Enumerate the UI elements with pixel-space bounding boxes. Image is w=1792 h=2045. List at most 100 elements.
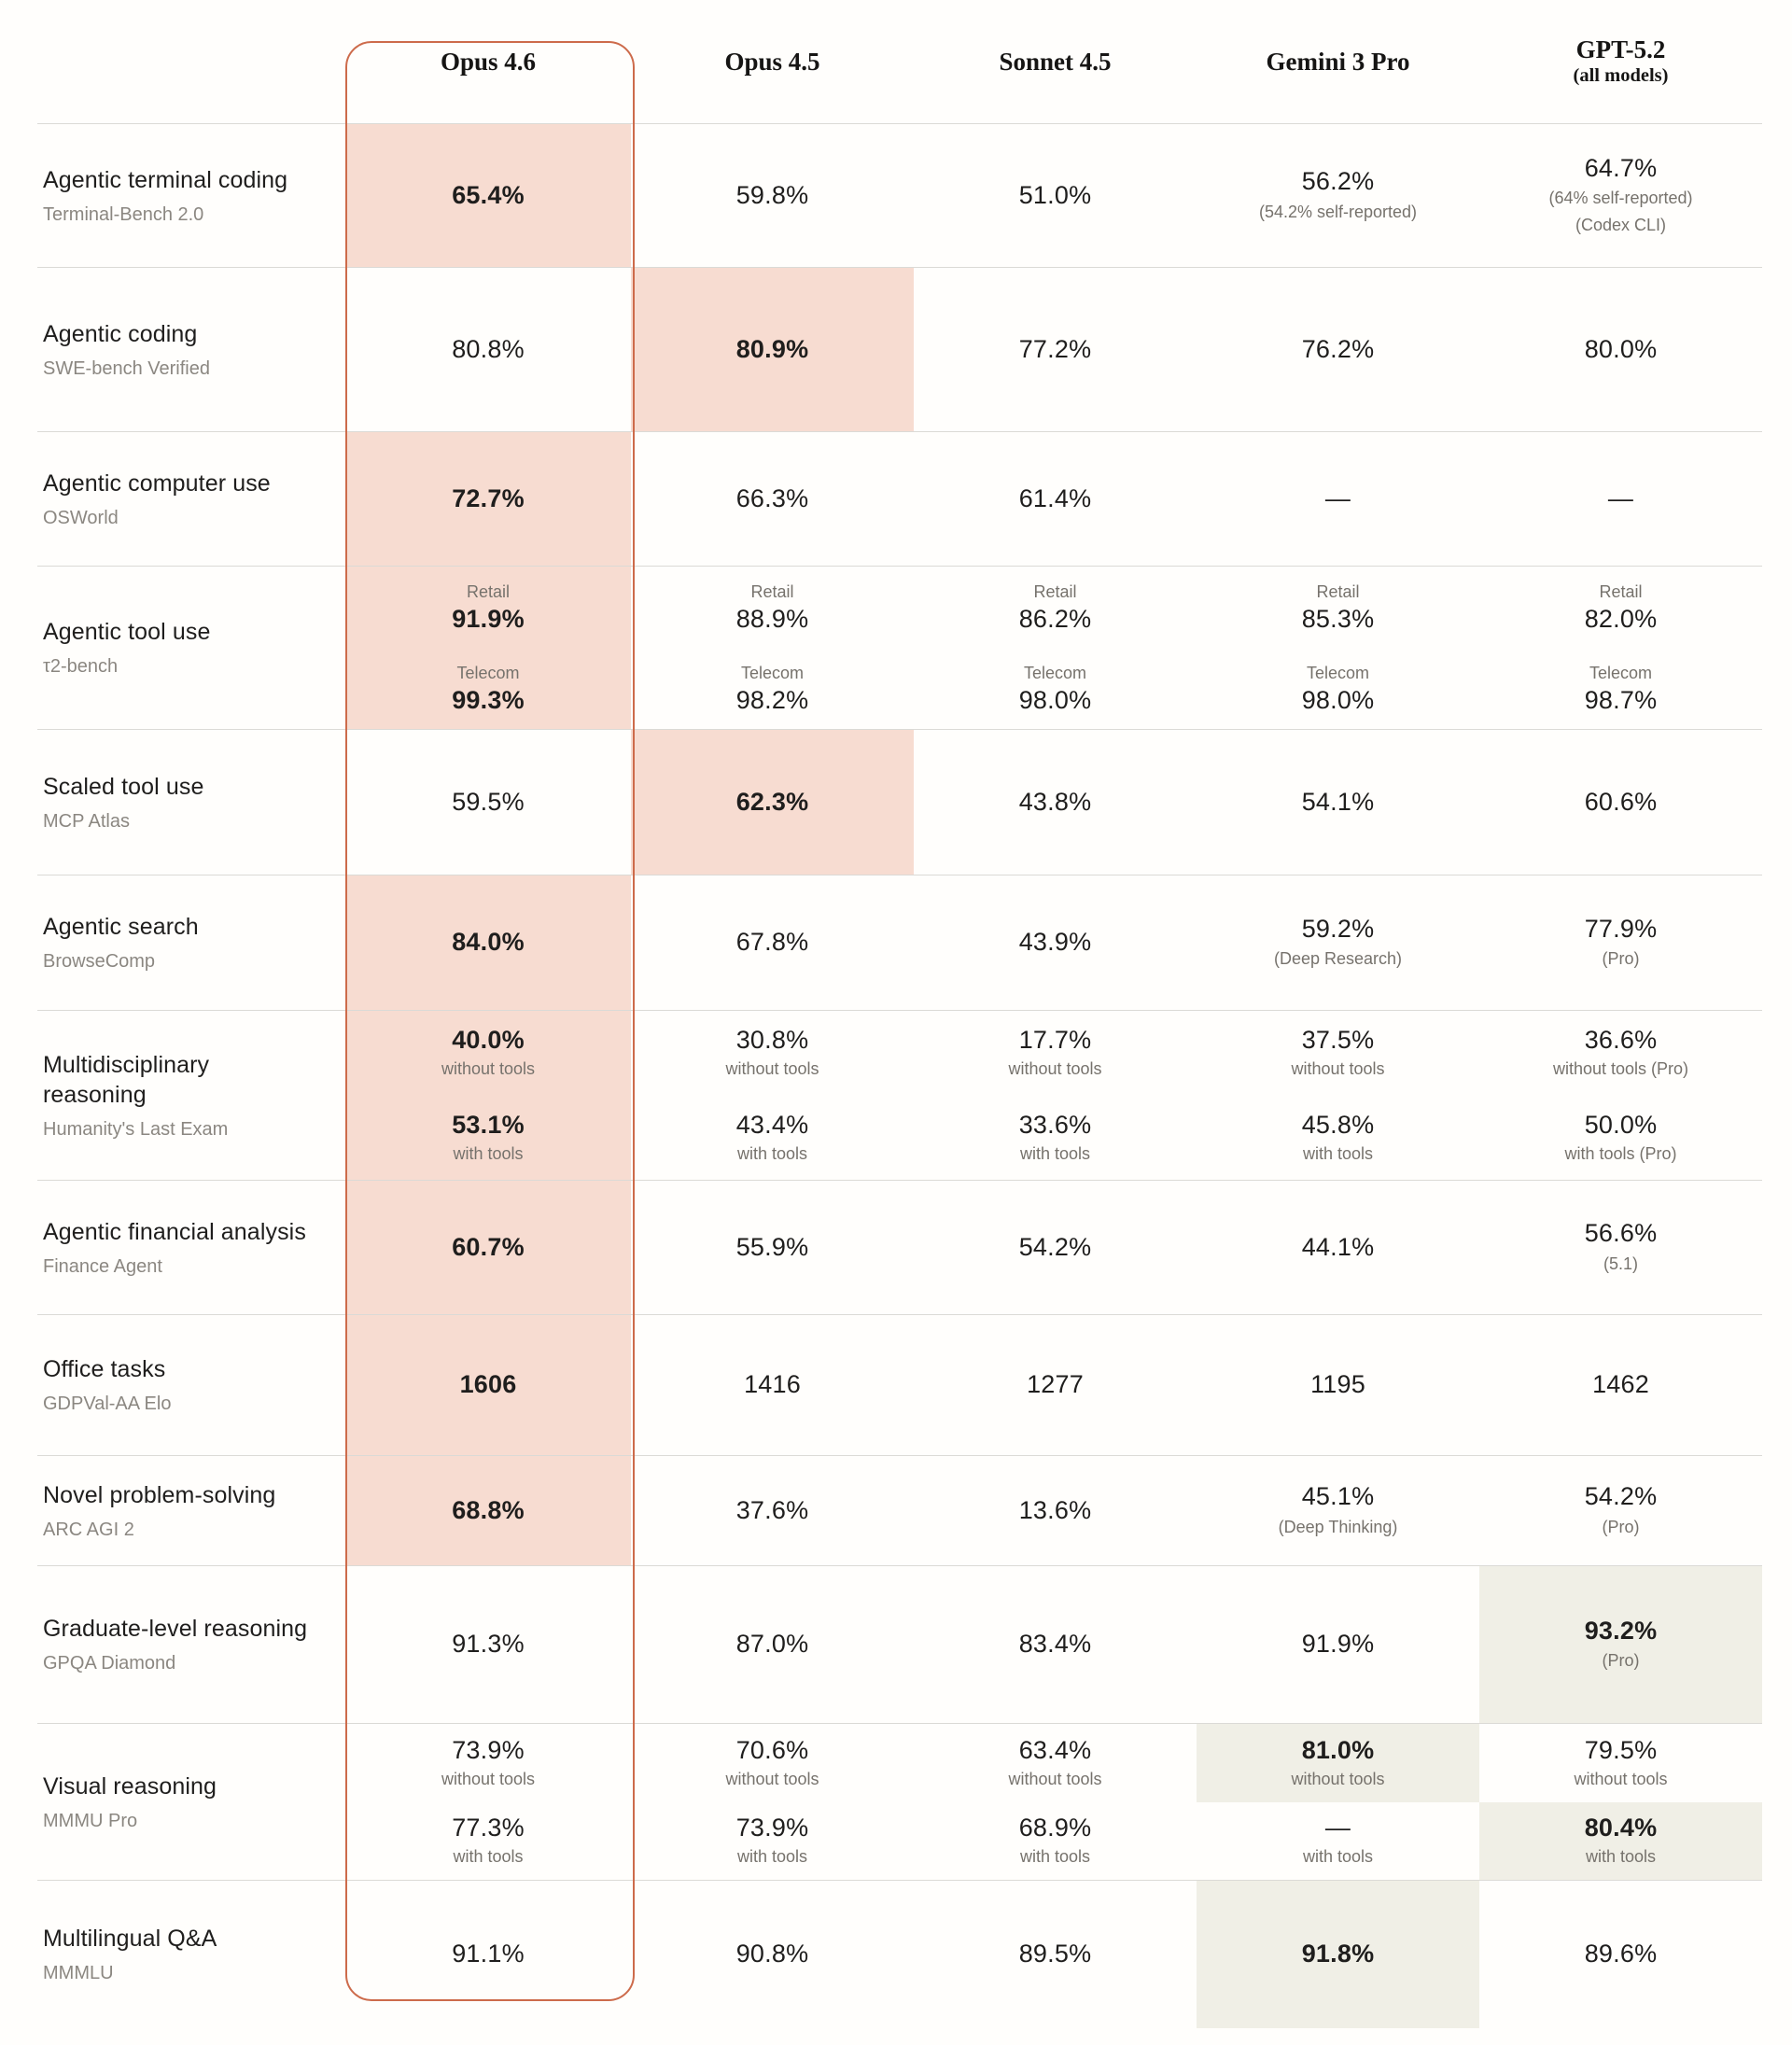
metric-variant-label: Telecom: [1589, 663, 1653, 682]
metric-value: 30.8%: [735, 1026, 809, 1055]
result-entry: 55.9%: [631, 1181, 914, 1314]
metric-note: (5.1): [1603, 1254, 1638, 1273]
metric-value: 98.7%: [1584, 685, 1658, 714]
metric-variant-label: with tools: [1019, 1847, 1091, 1867]
result-cell: 80.9%: [631, 268, 914, 431]
metric-value: 60.6%: [1584, 787, 1658, 816]
metric-note: (Pro): [1602, 1517, 1640, 1536]
benchmark-name: MCP Atlas: [43, 810, 130, 832]
metric-variant-label: with tools: [1302, 1847, 1374, 1867]
benchmark-table: Opus 4.6 Opus 4.5 Sonnet 4.5 Gemini 3 Pro GP…: [37, 0, 1762, 2028]
result-entry: 93.2% (Pro): [1479, 1566, 1762, 1723]
result-cell: 60.6%: [1479, 730, 1762, 875]
metric-row: Multilingual Q&A MMMLU 91.1% 90.8% 89.5% 91.8…: [37, 1880, 1762, 2028]
benchmark-name: GDPVal-AA Elo: [43, 1394, 172, 1414]
result-entry: 80.9%: [631, 268, 914, 431]
result-entry: 66.3%: [631, 432, 914, 566]
metric-row: Multidisciplinary reasoning Humanity's La…: [37, 1010, 1762, 1180]
result-cell: 59.2% (Deep Research): [1197, 875, 1479, 1010]
model-name: Gemini 3 Pro: [1266, 47, 1410, 76]
result-entry: 76.2%: [1197, 268, 1479, 431]
result-entry: Retail 88.9%: [631, 567, 914, 648]
result-entry: 45.1% (Deep Thinking): [1197, 1456, 1479, 1565]
metric-value: 81.0%: [1301, 1735, 1375, 1764]
result-entry: 59.8%: [631, 124, 914, 267]
metric-label-cell: Agentic coding SWE-bench Verified: [37, 268, 345, 431]
metric-value: 1606: [459, 1370, 517, 1399]
metric-variant-label: without tools: [725, 1769, 819, 1788]
metric-row: Novel problem-solving ARC AGI 2 68.8% 37.6%…: [37, 1455, 1762, 1565]
metric-value: 89.5%: [1018, 1940, 1092, 1968]
table-header-row: Opus 4.6 Opus 4.5 Sonnet 4.5 Gemini 3 Pro GP…: [37, 0, 1762, 123]
result-entry: 77.2%: [914, 268, 1197, 431]
result-entry: 63.4% without tools: [914, 1724, 1197, 1802]
result-cell: 81.0% without tools — with tools: [1197, 1724, 1479, 1880]
metric-value: 80.8%: [452, 334, 525, 363]
metric-value: 76.2%: [1301, 334, 1375, 363]
result-cell: 77.2%: [914, 268, 1197, 431]
metric-value: 73.9%: [735, 1814, 809, 1842]
result-cell: 72.7%: [345, 432, 631, 566]
result-cell: 91.1%: [345, 1881, 631, 2028]
result-entry: —: [1479, 432, 1762, 566]
result-cell: 91.9%: [1197, 1566, 1479, 1723]
result-cell: 91.8%: [1197, 1881, 1479, 2028]
metric-name: Agentic tool use: [43, 619, 211, 645]
metric-value: 1462: [1592, 1370, 1649, 1399]
metric-value: 77.3%: [452, 1814, 525, 1842]
metric-name: Agentic terminal coding: [43, 166, 288, 193]
metric-note: (Pro): [1602, 1651, 1640, 1671]
result-entry: 90.8%: [631, 1881, 914, 2028]
result-entry: Telecom 98.0%: [1197, 648, 1479, 729]
metric-name: Office tasks: [43, 1356, 166, 1382]
result-cell: Retail 82.0% Telecom 98.7%: [1479, 567, 1762, 729]
result-entry: 83.4%: [914, 1566, 1197, 1723]
result-entry: 60.6%: [1479, 730, 1762, 875]
metric-row: Agentic computer use OSWorld 72.7% 66.3% 61.…: [37, 431, 1762, 566]
metric-row: Office tasks GDPVal-AA Elo 1606 1416 1277 119…: [37, 1314, 1762, 1455]
benchmark-name: Humanity's Last Exam: [43, 1118, 229, 1140]
metric-variant-label: without tools: [1574, 1769, 1668, 1788]
result-cell: 56.2% (54.2% self-reported): [1197, 124, 1479, 267]
result-cell: 66.3%: [631, 432, 914, 566]
metric-row: Agentic financial analysis Finance Agent 6…: [37, 1180, 1762, 1314]
result-cell: 55.9%: [631, 1181, 914, 1314]
metric-label-cell: Multidisciplinary reasoning Humanity's La…: [37, 1011, 345, 1180]
result-cell: 61.4%: [914, 432, 1197, 566]
metric-name: Multilingual Q&A: [43, 1926, 217, 1952]
metric-value: 17.7%: [1018, 1026, 1092, 1055]
result-entry: 61.4%: [914, 432, 1197, 566]
metric-variant-label: without tools: [441, 1059, 536, 1079]
result-cell: 91.3%: [345, 1566, 631, 1723]
result-entry: 17.7% without tools: [914, 1011, 1197, 1096]
metric-name: Agentic coding: [43, 320, 198, 347]
result-cell: 83.4%: [914, 1566, 1197, 1723]
result-cell: 68.8%: [345, 1456, 631, 1565]
metric-value: 91.1%: [452, 1940, 525, 1968]
result-cell: Retail 91.9% Telecom 99.3%: [345, 567, 631, 729]
metric-variant-label: without tools: [1291, 1059, 1385, 1079]
metric-value: 54.1%: [1301, 787, 1375, 816]
result-cell: 43.9%: [914, 875, 1197, 1010]
result-entry: 1416: [631, 1315, 914, 1455]
result-entry: 62.3%: [631, 730, 914, 875]
benchmark-name: OSWorld: [43, 507, 119, 528]
metric-label-cell: Agentic financial analysis Finance Agent: [37, 1181, 345, 1314]
metric-value: 53.1%: [452, 1110, 525, 1139]
metric-value: 40.0%: [452, 1026, 525, 1055]
metric-name: Agentic financial analysis: [43, 1218, 306, 1245]
metric-name: Multidisciplinary reasoning: [43, 1051, 210, 1108]
result-cell: 1606: [345, 1315, 631, 1455]
metric-value: 55.9%: [735, 1232, 809, 1261]
result-entry: 37.6%: [631, 1456, 914, 1565]
benchmark-name: Terminal-Bench 2.0: [43, 203, 204, 225]
metric-variant-label: without tools: [1291, 1769, 1385, 1788]
result-entry: 80.8%: [345, 268, 631, 431]
metric-value: 80.4%: [1584, 1814, 1658, 1842]
metric-value: 85.3%: [1301, 604, 1375, 633]
model-column-header: GPT-5.2 (all models): [1479, 0, 1762, 123]
metric-value: 54.2%: [1584, 1482, 1658, 1511]
metric-row: Agentic coding SWE-bench Verified 80.8% 80.…: [37, 267, 1762, 431]
metric-variant-label: Retail: [466, 581, 511, 601]
